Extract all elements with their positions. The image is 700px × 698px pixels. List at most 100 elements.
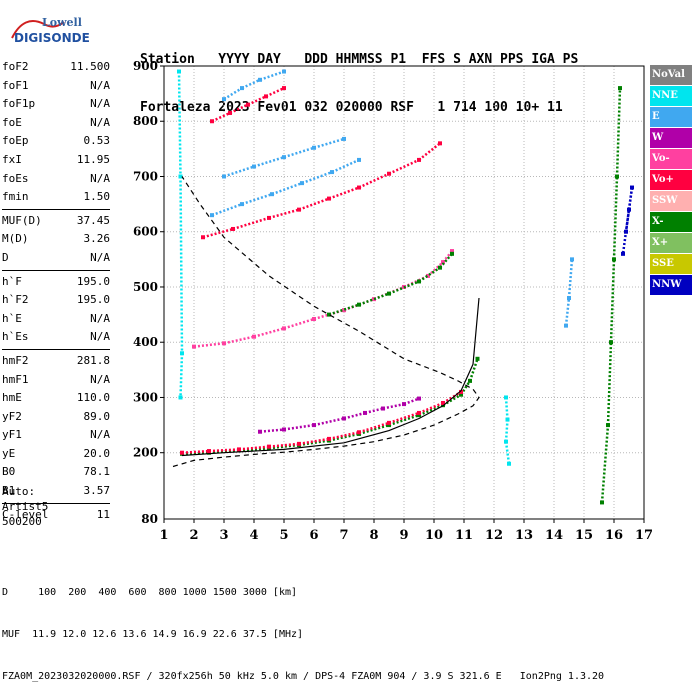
parameter-label: C-level [2, 507, 49, 521]
y-tick-label: 700 [133, 169, 158, 183]
echo-trace [232, 216, 270, 231]
echo-trace [313, 308, 345, 321]
digisonde-logo: Lowell DIGISONDE [4, 6, 124, 46]
echo-trace [241, 78, 261, 90]
parameter-value: N/A [90, 78, 110, 92]
parameter-row: h`Es N/A [2, 328, 110, 347]
parameter-label: fxI [2, 152, 22, 166]
echo-point [507, 461, 511, 466]
echo-trace [181, 449, 210, 454]
x-tick-label: 10 [425, 528, 443, 543]
fitted-trace-curve [181, 297, 480, 457]
parameter-label: hmE [2, 391, 22, 405]
echo-trace [364, 407, 384, 415]
echo-trace [223, 165, 255, 178]
echo-trace [418, 142, 441, 161]
parameter-label: h`Es [2, 330, 29, 344]
parameter-value: 0.53 [83, 134, 111, 148]
logo-arc [11, 20, 65, 39]
parameter-label: MUF(D) [2, 213, 42, 227]
legend-item-noval: NoVal [650, 65, 692, 85]
echo-point [570, 257, 574, 262]
echo-trace [612, 176, 619, 260]
parameter-row: hmE 110.0 [2, 389, 110, 408]
parameter-row: h`F2 195.0 [2, 291, 110, 310]
echo-trace [343, 411, 366, 420]
echo-trace [567, 259, 574, 299]
echo-trace [403, 397, 420, 406]
legend-item-x-: X- [650, 212, 692, 232]
echo-trace [283, 146, 315, 159]
parameter-label: h`F [2, 274, 22, 288]
echo-point [475, 356, 480, 361]
parameter-value: 78.1 [83, 465, 111, 479]
x-tick-label: 6 [309, 528, 318, 543]
y-tick-label: 600 [133, 225, 158, 239]
auto-label: Auto: [2, 485, 36, 498]
x-tick-label: 3 [219, 528, 228, 543]
x-tick-label: 8 [369, 528, 378, 543]
echo-trace [229, 103, 249, 115]
x-tick-label: 7 [339, 528, 348, 543]
echo-trace [358, 423, 390, 436]
parameter-label: yF2 [2, 409, 22, 423]
parameter-row: h`E N/A [2, 310, 110, 329]
echo-trace [211, 111, 231, 123]
echo-trace [259, 70, 285, 81]
parameter-value: 3.57 [83, 484, 111, 498]
parameter-row: h`F 195.0 [2, 273, 110, 292]
parameter-label: foF1p [2, 97, 36, 111]
legend-item-w: W [650, 128, 692, 148]
parameter-row: B1 3.57 [2, 482, 110, 501]
parameter-label: M(D) [2, 232, 29, 246]
echo-trace [223, 335, 255, 345]
x-tick-label: 5 [279, 528, 288, 543]
y-tick-label: 500 [133, 280, 158, 294]
echo-trace [313, 417, 345, 427]
echo-trace [418, 401, 444, 415]
echo-trace [193, 342, 225, 348]
echo-trace [313, 137, 345, 149]
echo-trace [271, 181, 303, 196]
parameter-row: foF1p N/A [2, 95, 110, 114]
echo-trace [439, 253, 453, 269]
parameter-row: foF1 N/A [2, 77, 110, 96]
echo-trace [238, 445, 270, 451]
echo-point [450, 249, 454, 254]
x-tick-label: 13 [515, 528, 533, 543]
parameter-row: foEp 0.53 [2, 132, 110, 151]
legend-item-nnw: NNW [650, 275, 692, 295]
echo-trace [268, 442, 300, 448]
echo-trace [177, 71, 182, 177]
parameter-separator [2, 208, 110, 210]
parameter-row: hmF2 281.8 [2, 352, 110, 371]
parameter-label: foEp [2, 134, 29, 148]
parameter-row: hmF1 N/A [2, 371, 110, 390]
parameter-row: fxI 11.95 [2, 151, 110, 170]
parameter-label: h`E [2, 311, 22, 325]
x-tick-label: 4 [249, 528, 258, 543]
echo-trace [283, 317, 315, 330]
auto-program: Artist5 [2, 500, 49, 513]
parameter-row: yF1 N/A [2, 426, 110, 445]
parameter-row: foE N/A [2, 114, 110, 133]
legend-item-nne: NNE [650, 86, 692, 106]
echo-trace [418, 266, 441, 283]
echo-trace [418, 404, 444, 417]
echo-trace [606, 342, 613, 426]
parameter-label: hmF2 [2, 353, 29, 367]
electron-density-profile [172, 176, 480, 468]
echo-point [438, 141, 442, 146]
parameter-label: foEs [2, 171, 29, 185]
parameter-row: M(D) 3.26 [2, 230, 110, 249]
parameter-value: 110.0 [76, 391, 110, 405]
echo-trace [388, 411, 420, 425]
logo-line2: DIGISONDE [14, 31, 90, 45]
parameter-label: B0 [2, 465, 16, 479]
parameter-row: C-level 11 [2, 506, 110, 525]
parameter-row: foEs N/A [2, 170, 110, 189]
ionogram-plot: 1 2 3 4 5 6 7 8 9 10 11 12 13 14 15 16 17200300400500600… [133, 59, 653, 543]
x-tick-label: 16 [605, 528, 623, 543]
plot-curves [172, 176, 480, 468]
parameter-separator [2, 502, 110, 504]
